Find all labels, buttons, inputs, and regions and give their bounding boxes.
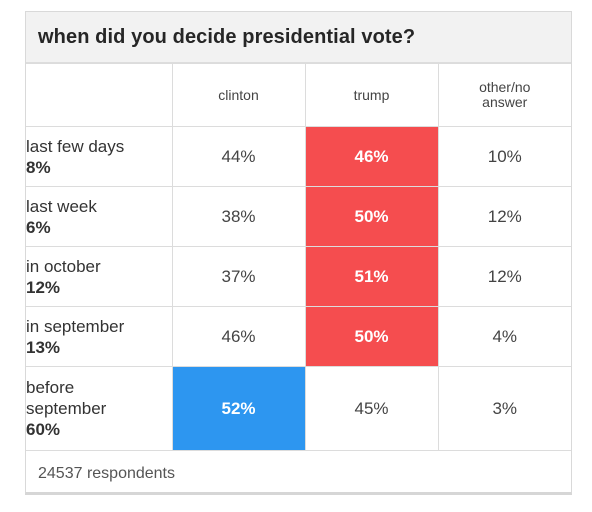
header-blank: [26, 63, 173, 127]
row-label-text: last few days: [26, 136, 125, 156]
cell-other: 10%: [437, 126, 571, 187]
row-label: last week 6%: [26, 186, 173, 247]
table-row: before september 60% 52% 45% 3%: [26, 366, 571, 451]
row-label-text: last week: [26, 196, 97, 216]
cell-other: 4%: [437, 306, 571, 367]
cell-other: 12%: [437, 246, 571, 307]
cell-trump: 50%: [304, 306, 439, 367]
row-label-text: in october: [26, 256, 101, 276]
cell-trump: 51%: [304, 246, 439, 307]
cell-trump: 46%: [304, 126, 439, 187]
header-other-line2: answer: [482, 94, 528, 110]
cell-trump: 45%: [304, 366, 439, 451]
row-share: 12%: [26, 277, 61, 297]
row-share: 8%: [26, 157, 51, 177]
table-row: in october 12% 37% 51% 12%: [26, 246, 571, 307]
row-label-text: before september: [26, 378, 107, 418]
header-row: clinton trump other/no answer: [26, 63, 571, 127]
cell-trump: 50%: [304, 186, 439, 247]
row-share: 13%: [26, 337, 61, 357]
table-row: last week 6% 38% 50% 12%: [26, 186, 571, 247]
cell-clinton: 38%: [171, 186, 306, 247]
cell-clinton: 46%: [171, 306, 306, 367]
header-trump: trump: [304, 63, 439, 127]
row-label-text: in september: [26, 316, 125, 336]
exit-poll-card: when did you decide presidential vote? c…: [25, 11, 572, 495]
cell-other: 3%: [437, 366, 571, 451]
header-clinton: clinton: [171, 63, 306, 127]
cell-other: 12%: [437, 186, 571, 247]
respondents-count: 24537 respondents: [38, 465, 175, 482]
cell-clinton: 37%: [171, 246, 306, 307]
row-label: before september 60%: [26, 366, 173, 451]
header-other: other/no answer: [437, 63, 571, 127]
poll-title: when did you decide presidential vote?: [26, 12, 571, 63]
row-share: 60%: [26, 420, 61, 439]
table-row: last few days 8% 44% 46% 10%: [26, 126, 571, 187]
row-label: in september 13%: [26, 306, 173, 367]
table-row: in september 13% 46% 50% 4%: [26, 306, 571, 367]
header-other-line1: other/no: [479, 79, 531, 95]
cell-clinton: 52%: [171, 366, 306, 451]
cell-clinton: 44%: [171, 126, 306, 187]
poll-table: clinton trump other/no answer last few da…: [26, 63, 571, 451]
row-label: last few days 8%: [26, 126, 173, 187]
row-label: in october 12%: [26, 246, 173, 307]
row-share: 6%: [26, 217, 51, 237]
